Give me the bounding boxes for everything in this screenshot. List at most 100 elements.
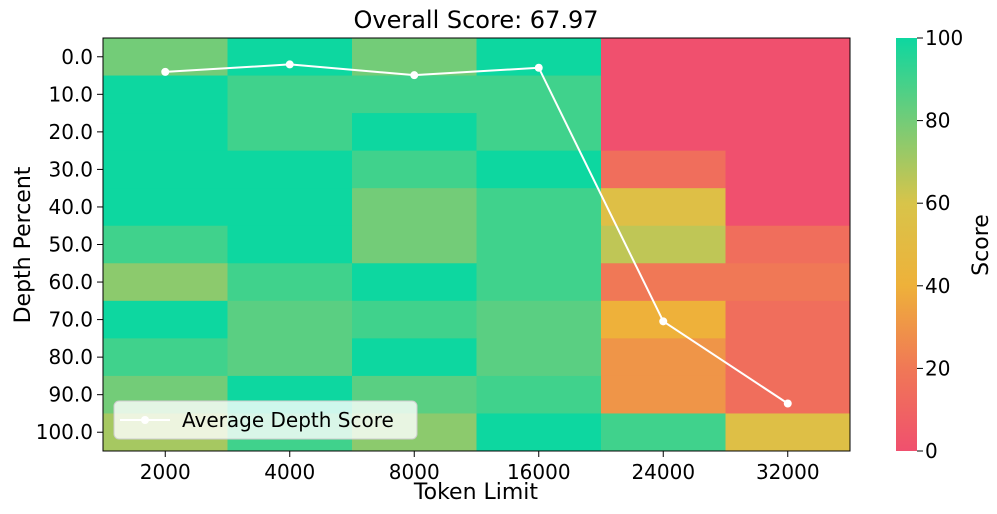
- heatmap-cell: [352, 150, 477, 189]
- average-line-path: [165, 63, 789, 405]
- heatmap-cell: [725, 113, 851, 152]
- heatmap-cell: [103, 75, 228, 114]
- heatmap-cell: [601, 75, 726, 114]
- colorbar-ticks: 0 20 40 60 80 100: [917, 26, 963, 463]
- heatmap-cell: [103, 300, 228, 339]
- y-tick-label: 100.0: [36, 420, 93, 444]
- colorbar-tick-label: 100: [925, 26, 963, 50]
- heatmap-cell: [103, 263, 228, 302]
- legend-box: [113, 400, 418, 440]
- heatmap-cell: [227, 150, 353, 189]
- heatmap-cell: [227, 75, 353, 114]
- heatmap-cell: [601, 413, 726, 452]
- colorbar-tick-label: 20: [925, 356, 950, 380]
- average-line-point: [410, 71, 419, 80]
- heatmap-cell: [227, 263, 353, 302]
- heatmap-cell: [476, 413, 602, 452]
- colorbar-tick-label: 0: [925, 439, 938, 463]
- heatmap-cell: [352, 75, 477, 114]
- heatmap-cell: [103, 338, 228, 377]
- heatmap-cell: [227, 338, 353, 377]
- x-axis-ticks: 2000 4000 8000 16000 24000 32000: [140, 451, 820, 484]
- heatmap-cell: [725, 413, 851, 452]
- heatmap-cell: [725, 75, 851, 114]
- heatmap-cell: [476, 150, 602, 189]
- heatmap-cell: [476, 375, 602, 414]
- average-line-point: [534, 63, 543, 72]
- heatmap-cell: [227, 113, 353, 152]
- y-tick-label: 30.0: [48, 157, 93, 181]
- colorbar-tick-label: 60: [925, 191, 950, 215]
- heatmap-cell: [103, 113, 228, 152]
- heatmap-cell: [476, 75, 602, 114]
- heatmap-cell: [601, 263, 726, 302]
- x-tick-label: 8000: [389, 460, 440, 484]
- heatmap-cell: [725, 375, 851, 414]
- average-line-point: [659, 317, 668, 326]
- heatmap-cell: [725, 338, 851, 377]
- y-axis-ticks: 0.0 10.0 20.0 30.0 40.0 50.0 60.0 70.0 80.0 90.0 1…: [36, 45, 103, 444]
- heatmap-cell: [725, 38, 851, 77]
- y-tick-label: 80.0: [48, 345, 93, 369]
- heatmap-cell: [476, 263, 602, 302]
- heatmap-cell: [601, 150, 726, 189]
- x-axis-label: Token Limit: [413, 480, 539, 505]
- heatmap-cell: [352, 38, 477, 77]
- y-tick-label: 10.0: [48, 82, 93, 106]
- y-axis-label: Depth Percent: [11, 166, 36, 323]
- heatmap-cell: [476, 188, 602, 227]
- y-tick-label: 0.0: [61, 45, 93, 69]
- colorbar-tick-label: 80: [925, 109, 950, 133]
- average-line-point: [161, 67, 170, 76]
- heatmap-cell: [725, 150, 851, 189]
- chart-title: Overall Score: 67.97: [353, 6, 598, 34]
- legend-label: Average Depth Score: [182, 408, 394, 432]
- heatmap-cell: [352, 113, 477, 152]
- legend-point-marker: [141, 416, 149, 424]
- heatmap-cell: [601, 113, 726, 152]
- x-tick-label: 24000: [631, 460, 695, 484]
- heatmap-cell: [601, 225, 726, 264]
- heatmap-cells: [103, 38, 851, 452]
- heatmap-cell: [601, 38, 726, 77]
- y-tick-label: 50.0: [48, 233, 93, 257]
- heatmap-cell: [352, 338, 477, 377]
- x-tick-label: 4000: [264, 460, 315, 484]
- heatmap-cell: [601, 188, 726, 227]
- average-depth-line: [161, 60, 792, 408]
- x-tick-label: 2000: [140, 460, 191, 484]
- heatmap-cell: [725, 188, 851, 227]
- colorbar-label: Score: [969, 214, 994, 276]
- colorbar: [896, 38, 917, 451]
- heatmap-cell: [601, 375, 726, 414]
- heatmap-cell: [352, 188, 477, 227]
- x-tick-label: 16000: [507, 460, 571, 484]
- average-line-point: [285, 60, 294, 69]
- y-tick-label: 60.0: [48, 270, 93, 294]
- heatmap-cell: [227, 225, 353, 264]
- heatmap-cell: [227, 188, 353, 227]
- heatmap-cell: [725, 225, 851, 264]
- heatmap-cell: [476, 338, 602, 377]
- heatmap-cell: [476, 113, 602, 152]
- heatmap-cell: [227, 300, 353, 339]
- heatmap-cell: [476, 225, 602, 264]
- y-tick-label: 70.0: [48, 308, 93, 332]
- heatmap-cell: [103, 225, 228, 264]
- y-tick-label: 20.0: [48, 120, 93, 144]
- colorbar-tick-label: 40: [925, 274, 950, 298]
- heatmap-cell: [725, 263, 851, 302]
- legend: Average Depth Score: [113, 400, 418, 440]
- heatmap-cell: [103, 188, 228, 227]
- heatmap-cell: [601, 338, 726, 377]
- heatmap-cell: [352, 263, 477, 302]
- heatmap-cell: [476, 300, 602, 339]
- heatmap-cell: [352, 225, 477, 264]
- heatmap-cell: [227, 38, 353, 77]
- average-line-point: [783, 399, 792, 408]
- y-tick-label: 40.0: [48, 195, 93, 219]
- y-tick-label: 90.0: [48, 383, 93, 407]
- heatmap-cell: [103, 150, 228, 189]
- x-tick-label: 32000: [756, 460, 820, 484]
